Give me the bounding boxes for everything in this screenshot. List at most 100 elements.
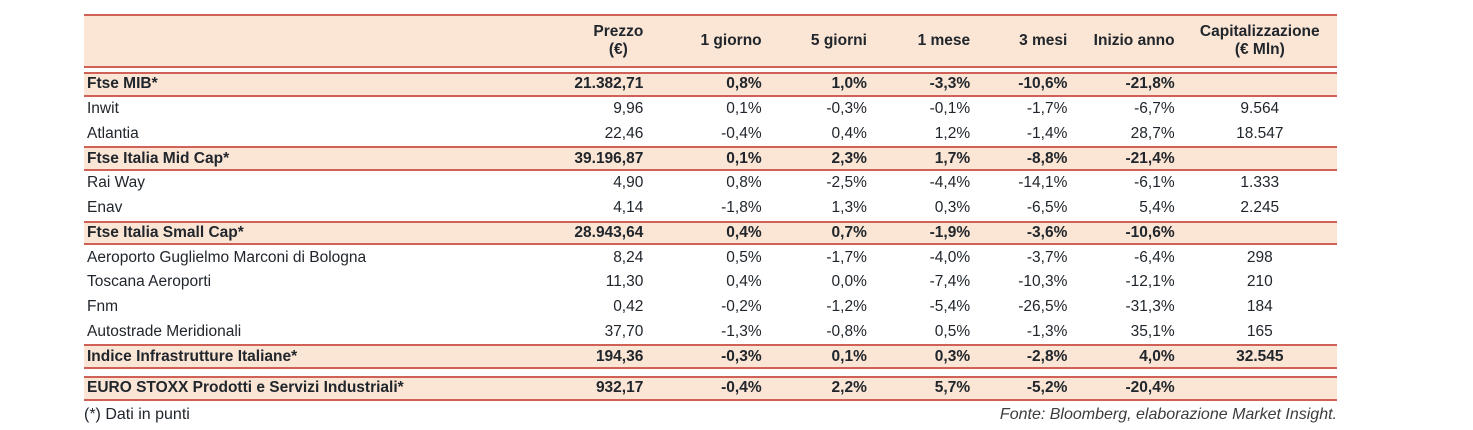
row-value-giorni5: 1,3% [831, 199, 867, 217]
row-value-inizio_anno: -6,4% [1134, 248, 1175, 266]
row-value-capitalizzazione: 9.564 [1240, 100, 1280, 118]
row-label: Inwit [87, 100, 119, 118]
row-value-giorno1: -0,4% [721, 124, 762, 142]
row-value-mese1: -7,4% [929, 273, 971, 291]
row-value-giorni5: 2,2% [831, 379, 867, 397]
row-value-giorno1: 0,1% [726, 149, 762, 167]
row-label: Enav [87, 199, 123, 217]
row-value-giorni5: 0,1% [831, 347, 867, 365]
row-value-inizio_anno: -21,4% [1125, 149, 1175, 167]
row-value-prezzo: 39.196,87 [574, 149, 644, 167]
table-header-row: Prezzo (€) 1 giorno 5 giorni 1 mese 3 mesi Ini… [84, 14, 1337, 68]
row-value-mesi3: -2,8% [1026, 347, 1068, 365]
row-value-mesi3: -1,3% [1026, 322, 1068, 340]
row-value-giorni5: 1,0% [831, 75, 867, 93]
row-value-giorno1: -0,3% [721, 347, 762, 365]
row-value-capitalizzazione: 165 [1246, 322, 1273, 340]
row-value-prezzo: 8,24 [613, 248, 644, 266]
table-row-aeroporto-bologna: Aeroporto Guglielmo Marconi di Bologna 8,… [84, 245, 1337, 270]
row-value-mesi3: -10,6% [1018, 75, 1068, 93]
table-footer: (*) Dati in punti Fonte: Bloomberg, elab… [84, 406, 1337, 424]
row-label: Fnm [87, 298, 118, 316]
source-credit: Fonte: Bloomberg, elaborazione Market In… [999, 405, 1337, 423]
row-value-mesi3: -5,2% [1026, 379, 1068, 397]
row-value-giorni5: 2,3% [831, 149, 867, 167]
row-value-giorni5: -0,3% [826, 100, 867, 118]
row-value-giorno1: 0,4% [726, 273, 762, 291]
row-value-capitalizzazione: 1.333 [1240, 174, 1280, 192]
row-value-inizio_anno: 5,4% [1139, 199, 1175, 217]
indices-performance-table: Prezzo (€) 1 giorno 5 giorni 1 mese 3 mesi Ini… [84, 14, 1337, 424]
row-label: Ftse MIB* [87, 75, 158, 93]
table-body: Ftse MIB* 21.382,71 0,8% 1,0% -3,3% -10,6% -21… [84, 72, 1337, 401]
row-value-mese1: 1,2% [934, 124, 971, 142]
row-value-mesi3: -3,6% [1026, 223, 1068, 241]
table-row-toscana-aeroporti: Toscana Aeroporti 11,30 0,4% 0,0% -7,4% -10,3… [84, 270, 1337, 295]
row-value-prezzo: 11,30 [605, 273, 644, 291]
row-value-mese1: 0,5% [934, 322, 971, 340]
row-value-inizio_anno: 35,1% [1130, 322, 1175, 340]
row-value-mese1: 0,3% [934, 347, 971, 365]
row-value-mese1: -4,4% [929, 174, 971, 192]
row-label: EURO STOXX Prodotti e Servizi Industrial… [87, 379, 404, 397]
row-value-mesi3: -1,7% [1026, 100, 1068, 118]
row-value-giorni5: -2,5% [826, 174, 867, 192]
row-value-prezzo: 28.943,64 [574, 223, 644, 241]
row-value-capitalizzazione: 210 [1246, 273, 1273, 291]
row-value-giorni5: 0,4% [831, 124, 867, 142]
row-value-mesi3: -6,5% [1026, 199, 1068, 217]
row-label: Toscana Aeroporti [87, 273, 212, 291]
row-value-mese1: -1,9% [929, 223, 971, 241]
row-value-mese1: -0,1% [929, 100, 971, 118]
row-label: Autostrade Meridionali [87, 322, 242, 340]
row-value-inizio_anno: -6,7% [1134, 100, 1175, 118]
row-value-inizio_anno: -6,1% [1134, 174, 1175, 192]
row-value-giorni5: -1,2% [826, 298, 867, 316]
row-value-giorni5: -1,7% [826, 248, 867, 266]
row-value-giorno1: 0,1% [726, 100, 762, 118]
row-value-prezzo: 21.382,71 [574, 75, 644, 93]
row-value-mese1: -4,0% [929, 248, 971, 266]
row-value-capitalizzazione: 32.545 [1236, 347, 1284, 365]
row-value-mese1: -3,3% [929, 75, 971, 93]
row-value-prezzo: 22,46 [604, 124, 644, 142]
row-value-inizio_anno: 28,7% [1130, 124, 1175, 142]
row-value-capitalizzazione: 18.547 [1236, 124, 1284, 142]
row-value-mese1: 5,7% [934, 379, 971, 397]
row-value-mese1: -5,4% [929, 298, 971, 316]
header-prezzo: Prezzo (€) [593, 23, 644, 58]
row-value-mese1: 0,3% [934, 199, 971, 217]
row-value-giorno1: -0,2% [721, 298, 762, 316]
row-value-inizio_anno: -10,6% [1125, 223, 1175, 241]
row-value-prezzo: 0,42 [613, 298, 644, 316]
row-value-giorno1: 0,8% [726, 174, 762, 192]
table-row-indice-infrastrutture: Indice Infrastrutture Italiane* 194,36 -0,… [84, 344, 1337, 369]
header-giorno1: 1 giorno [700, 31, 762, 49]
row-value-inizio_anno: -21,8% [1125, 75, 1175, 93]
table-row-ftse-mib: Ftse MIB* 21.382,71 0,8% 1,0% -3,3% -10,6% -21… [84, 72, 1337, 97]
header-giorni5: 5 giorni [810, 31, 867, 49]
row-value-mesi3: -3,7% [1026, 248, 1068, 266]
header-mese1: 1 mese [917, 31, 971, 49]
row-value-giorno1: 0,8% [726, 75, 762, 93]
row-label: Atlantia [87, 124, 139, 142]
row-value-mesi3: -14,1% [1018, 174, 1068, 192]
row-value-giorno1: 0,5% [726, 248, 762, 266]
table-row-ftse-italia-small-cap: Ftse Italia Small Cap* 28.943,64 0,4% 0,7% -… [84, 220, 1337, 246]
table-row-inwit: Inwit 9,96 0,1% -0,3% -0,1% -1,7% -6,7% 9.564 [84, 96, 1337, 122]
table-section-gap [84, 369, 1337, 376]
table-row-atlantia: Atlantia 22,46 -0,4% 0,4% 1,2% -1,4% 28,7% 18.5… [84, 121, 1337, 147]
row-value-mesi3: -1,4% [1026, 124, 1068, 142]
row-label: Rai Way [87, 174, 145, 192]
row-value-giorni5: -0,8% [826, 322, 867, 340]
row-value-mesi3: -10,3% [1018, 273, 1068, 291]
table-row-autostrade-meridionali: Autostrade Meridionali 37,70 -1,3% -0,8% 0,5… [84, 319, 1337, 345]
table-row-rai-way: Rai Way 4,90 0,8% -2,5% -4,4% -14,1% -6,1% 1.33… [84, 171, 1337, 196]
row-value-inizio_anno: -12,1% [1125, 273, 1175, 291]
header-mesi3: 3 mesi [1019, 31, 1068, 49]
row-value-prezzo: 37,70 [604, 322, 644, 340]
row-value-mesi3: -8,8% [1026, 149, 1068, 167]
points-footnote: (*) Dati in punti [84, 405, 190, 423]
header-inizio_anno: Inizio anno [1093, 31, 1175, 49]
